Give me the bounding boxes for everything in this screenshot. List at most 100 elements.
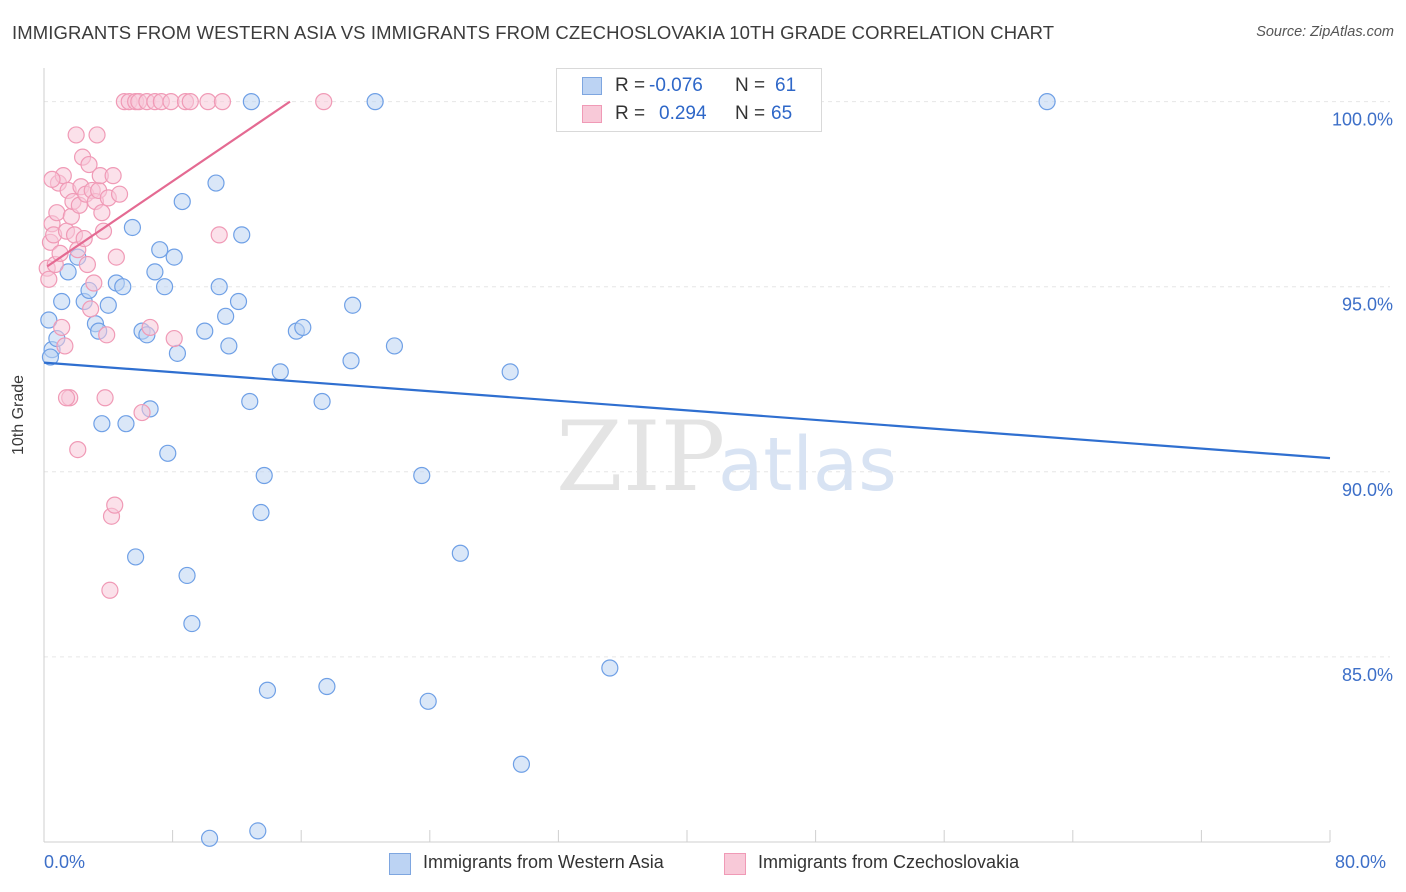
stats-row-czechoslovakia: R = 0.294 N = 65	[557, 100, 821, 128]
point-western-asia	[258, 681, 277, 699]
watermark-zip: ZIP	[556, 401, 725, 513]
point-western-asia	[294, 318, 312, 337]
y-tick-label: 95.0%	[1342, 295, 1393, 315]
y-tick-label: 90.0%	[1342, 480, 1393, 500]
point-czechoslovakia	[107, 248, 125, 266]
axes	[43, 68, 1331, 843]
point-western-asia	[1038, 93, 1056, 111]
trend-line-czechoslovakia	[46, 100, 291, 268]
point-western-asia	[366, 93, 384, 111]
point-western-asia	[233, 226, 251, 244]
n-value: 61	[775, 75, 797, 96]
n-value: 65	[771, 103, 793, 124]
y-axis-title: 10th Grade	[10, 374, 27, 455]
point-czechoslovakia	[85, 274, 103, 292]
y-tick-label: 100.0%	[1332, 110, 1393, 130]
point-czechoslovakia	[57, 389, 76, 407]
point-western-asia	[601, 659, 619, 677]
point-western-asia	[342, 352, 360, 370]
point-western-asia	[196, 322, 214, 340]
point-czechoslovakia	[78, 255, 97, 274]
point-western-asia	[220, 337, 238, 355]
stats-row-western-asia: R = -0.076 N = 61	[557, 72, 821, 100]
point-czechoslovakia	[104, 167, 122, 185]
point-czechoslovakia	[165, 329, 183, 348]
r-label: R =	[615, 103, 646, 124]
point-czechoslovakia	[53, 318, 71, 337]
point-czechoslovakia	[162, 93, 180, 111]
point-western-asia	[41, 348, 60, 366]
point-czechoslovakia	[56, 337, 74, 355]
point-western-asia	[165, 248, 183, 266]
n-label: N =	[735, 75, 766, 96]
point-western-asia	[173, 192, 191, 211]
point-western-asia	[207, 174, 225, 192]
point-western-asia	[117, 415, 135, 433]
point-czechoslovakia	[82, 300, 100, 318]
legend-swatch-pink	[724, 853, 746, 875]
point-western-asia	[512, 755, 531, 773]
point-western-asia	[200, 829, 219, 847]
point-czechoslovakia	[101, 581, 119, 599]
point-czechoslovakia	[210, 226, 228, 244]
stats-box: R = -0.076 N = 61 R = 0.294 N = 65	[556, 68, 822, 132]
point-czechoslovakia	[93, 204, 111, 222]
y-tick-label: 85.0%	[1342, 665, 1393, 685]
point-western-asia	[99, 296, 117, 314]
point-western-asia	[155, 278, 174, 296]
legend-swatch-blue	[389, 853, 411, 875]
point-czechoslovakia	[88, 126, 106, 144]
legend-label: Immigrants from Czechoslovakia	[758, 852, 1020, 872]
trend-line-western-asia	[43, 361, 1331, 460]
point-western-asia	[93, 415, 111, 433]
point-western-asia	[313, 392, 331, 411]
source-credit: Source: ZipAtlas.com	[1256, 24, 1394, 40]
point-czechoslovakia	[213, 93, 232, 111]
point-western-asia	[252, 503, 270, 522]
watermark-atlas: atlas	[718, 422, 897, 508]
point-czechoslovakia	[75, 229, 93, 248]
point-western-asia	[210, 278, 228, 296]
point-western-asia	[255, 466, 273, 485]
point-western-asia	[241, 392, 259, 411]
point-western-asia	[413, 466, 431, 485]
stats-swatch-blue	[582, 77, 602, 95]
point-western-asia	[53, 292, 71, 311]
gridlines	[44, 101, 1390, 658]
trend-lines	[43, 100, 1331, 460]
point-czechoslovakia	[40, 270, 58, 288]
r-label: R =	[615, 75, 646, 96]
r-value: 0.294	[659, 103, 707, 124]
chart-title: IMMIGRANTS FROM WESTERN ASIA VS IMMIGRAN…	[12, 22, 1055, 43]
point-western-asia	[146, 263, 164, 281]
point-western-asia	[271, 363, 289, 381]
point-czechoslovakia	[43, 170, 61, 188]
point-western-asia	[127, 548, 145, 566]
point-czechoslovakia	[48, 204, 66, 222]
legend-label: Immigrants from Western Asia	[423, 852, 664, 872]
point-czechoslovakia	[315, 93, 333, 111]
point-czechoslovakia	[80, 155, 98, 174]
point-western-asia	[168, 344, 187, 362]
y-tick-labels: 100.0% 95.0% 90.0% 85.0%	[1332, 110, 1393, 685]
point-czechoslovakia	[98, 326, 116, 344]
point-western-asia	[242, 93, 260, 111]
point-western-asia	[217, 307, 235, 325]
stats-swatch-pink	[582, 105, 602, 123]
point-western-asia	[151, 241, 169, 259]
point-czechoslovakia	[106, 496, 124, 514]
point-western-asia	[249, 822, 267, 840]
point-western-asia	[114, 278, 132, 296]
point-western-asia	[123, 218, 142, 237]
n-label: N =	[735, 103, 766, 124]
point-czechoslovakia	[96, 389, 114, 407]
point-czechoslovakia	[67, 126, 85, 144]
point-czechoslovakia	[69, 440, 87, 459]
point-western-asia	[419, 692, 437, 710]
point-western-asia	[183, 614, 201, 633]
point-western-asia	[501, 363, 519, 381]
point-western-asia	[451, 544, 469, 562]
point-czechoslovakia	[133, 403, 151, 422]
x-axis-min-label: 0.0%	[44, 852, 86, 872]
point-western-asia	[229, 292, 248, 311]
